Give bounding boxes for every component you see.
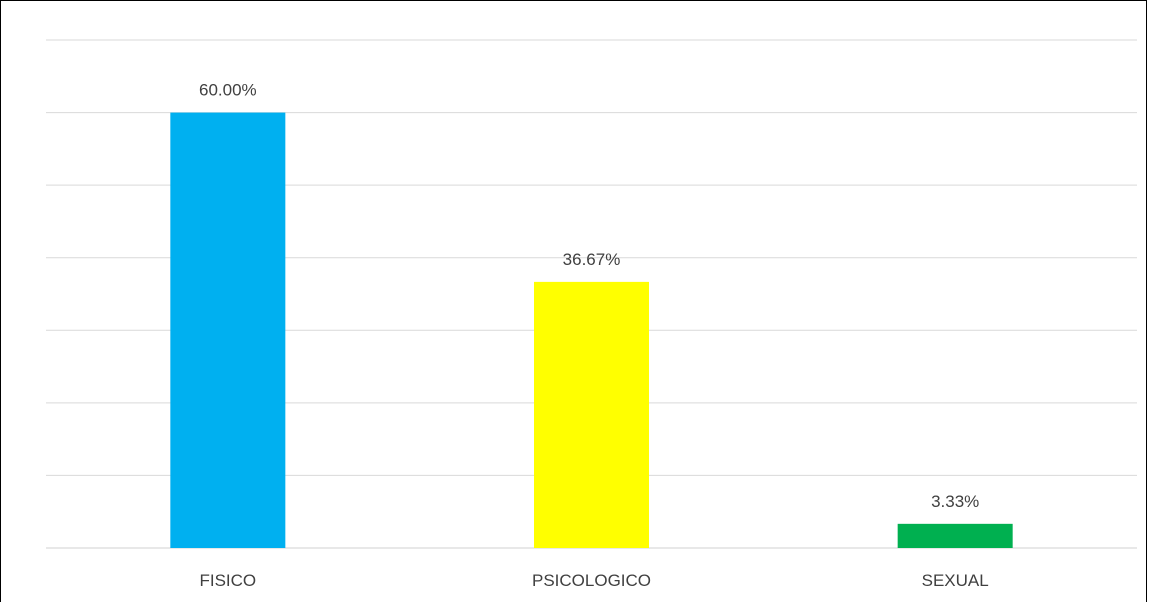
data-labels: 60.00% 36.67% 3.33% (199, 81, 979, 511)
x-tick-label-psicologico: PSICOLOGICO (532, 571, 651, 590)
data-label-fisico: 60.00% (199, 81, 257, 100)
bar-psicologico (534, 281, 649, 548)
data-label-sexual: 3.33% (931, 492, 979, 511)
bars (170, 112, 1013, 549)
bar-sexual (897, 523, 1013, 548)
bar-fisico (170, 112, 286, 549)
x-axis-tick-labels: FISICO PSICOLOGICO SEXUAL (199, 571, 988, 590)
data-label-psicologico: 36.67% (563, 250, 621, 269)
x-tick-label-fisico: FISICO (199, 571, 256, 590)
x-tick-label-sexual: SEXUAL (922, 571, 989, 590)
